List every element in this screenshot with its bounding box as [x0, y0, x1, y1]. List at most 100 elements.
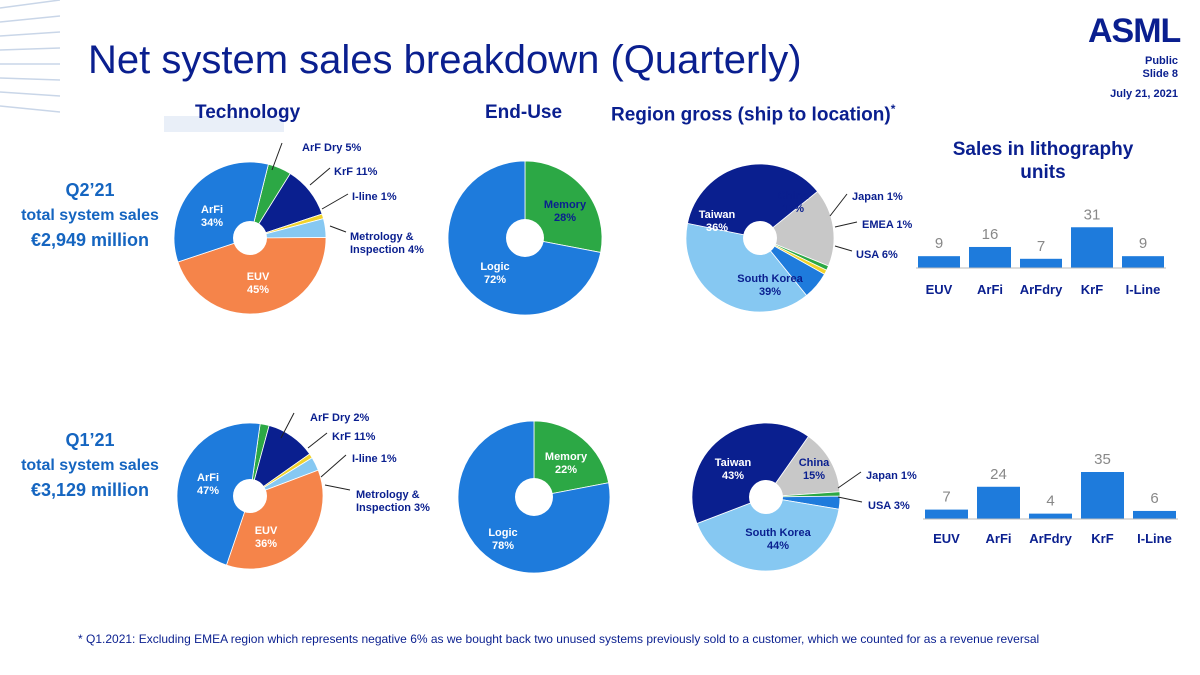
pie-leader-region-gross-ship-to-location-q2-21-usa	[834, 245, 853, 252]
bar-value-sales-in-lithography-units-q2-21-krf: 31	[1084, 206, 1101, 223]
pie-label-technology-q1-21-euv: EUV 36%	[255, 525, 278, 550]
pie-leader-technology-q1-21-metrology-inspection	[324, 484, 351, 491]
pie-leader-region-gross-ship-to-location-q1-21-japan	[837, 471, 862, 489]
pie-leader-technology-q2-21-i-line	[321, 193, 349, 210]
pie-label-end-use-q2-21-memory: Memory 28%	[544, 199, 587, 224]
pie-label-technology-q1-21-arf-dry: ArF Dry 2%	[310, 412, 370, 424]
pie-slice-region-gross-ship-to-location-q1-21-taiwan	[691, 422, 809, 525]
bar-value-sales-in-lithography-units-q1-21-i-line: 6	[1150, 490, 1158, 507]
bar-value-sales-in-lithography-units-q1-21-krf: 35	[1094, 451, 1111, 468]
footnote: * Q1.2021: Excluding EMEA region which r…	[78, 632, 1040, 646]
bar-sales-in-lithography-units-q1-21-krf	[1081, 472, 1124, 519]
pie-hole-region-gross-ship-to-location-q1-21	[749, 480, 783, 514]
decorative-corner-lines	[0, 0, 60, 113]
slide-number: Slide 8	[1142, 68, 1178, 80]
pie-slice-region-gross-ship-to-location-q2-21-south-korea	[685, 222, 808, 313]
pie-leader-technology-q1-21-i-line	[320, 454, 347, 478]
pie-leader-technology-q1-21-krf	[307, 432, 328, 449]
bar-value-sales-in-lithography-units-q1-21-arfdry: 4	[1046, 493, 1054, 510]
pie-slice-end-use-q1-21-memory	[533, 420, 610, 498]
classification-label: Public	[1144, 55, 1178, 67]
pie-hole-end-use-q1-21	[515, 478, 553, 516]
bar-category-sales-in-lithography-units-q2-21-arfi: ArFi	[977, 282, 1003, 297]
pie-leader-technology-q1-21-arf-dry	[280, 412, 295, 439]
bar-sales-in-lithography-units-q1-21-i-line	[1133, 510, 1176, 519]
header-region: Region gross (ship to location)*	[611, 102, 895, 126]
pie-label-region-gross-ship-to-location-q2-21-south-korea: South Korea 39%	[737, 273, 803, 298]
bar-value-sales-in-lithography-units-q1-21-arfi: 24	[990, 466, 1007, 483]
bar-value-sales-in-lithography-units-q1-21-euv: 7	[942, 489, 950, 506]
pie-label-technology-q1-21-i-line: I-line 1%	[352, 453, 397, 465]
bar-sales-in-lithography-units-q2-21-arfi	[969, 246, 1011, 268]
bar-sales-in-lithography-units-q2-21-krf	[1071, 227, 1113, 268]
header-lithography-units: Sales in lithography units	[952, 139, 1134, 183]
pie-hole-technology-q2-21	[233, 221, 267, 255]
bar-category-sales-in-lithography-units-q1-21-i-line: I-Line	[1137, 531, 1172, 546]
header-shadow	[164, 116, 284, 132]
bar-category-sales-in-lithography-units-q2-21-krf: KrF	[1081, 282, 1103, 297]
bar-category-sales-in-lithography-units-q1-21-arfdry: ArFdry	[1029, 531, 1072, 546]
pie-label-region-gross-ship-to-location-q2-21-japan: Japan 1%	[852, 191, 903, 203]
pie-label-region-gross-ship-to-location-q2-21-emea: EMEA 1%	[862, 219, 913, 231]
asml-logo: ASML	[1088, 12, 1181, 50]
slide-title: Net system sales breakdown (Quarterly)	[88, 38, 802, 82]
pie-hole-region-gross-ship-to-location-q2-21	[743, 221, 777, 255]
pie-label-technology-q2-21-metrology-inspection: Metrology & Inspection 4%	[350, 231, 424, 256]
bar-sales-in-lithography-units-q1-21-arfi	[977, 486, 1020, 519]
pie-label-region-gross-ship-to-location-q2-21-taiwan: Taiwan 36%	[699, 209, 736, 234]
header-region-footnote-mark: *	[890, 102, 896, 116]
pie-label-region-gross-ship-to-location-q2-21-china: China 17%	[778, 190, 809, 215]
pie-slice-technology-q1-21-arfi	[176, 422, 261, 566]
pie-leader-region-gross-ship-to-location-q2-21-emea	[834, 221, 858, 228]
bar-category-sales-in-lithography-units-q2-21-i-line: I-Line	[1126, 282, 1161, 297]
pie-hole-technology-q1-21	[233, 479, 267, 513]
pie-hole-end-use-q2-21	[506, 219, 544, 257]
pie-label-technology-q1-21-arfi: ArFi 47%	[197, 472, 219, 497]
pie-leader-technology-q2-21-arf-dry	[271, 142, 283, 171]
bar-category-sales-in-lithography-units-q1-21-krf: KrF	[1091, 531, 1113, 546]
pie-label-end-use-q2-21-logic: Logic 72%	[480, 261, 509, 286]
pie-slice-technology-q1-21-euv	[225, 469, 324, 570]
bar-sales-in-lithography-units-q2-21-arfdry	[1020, 258, 1062, 268]
pie-label-technology-q2-21-arf-dry: ArF Dry 5%	[302, 142, 362, 154]
pie-label-region-gross-ship-to-location-q1-21-taiwan: Taiwan 43%	[715, 457, 752, 482]
pie-slice-region-gross-ship-to-location-q2-21-taiwan	[686, 163, 819, 239]
bar-value-sales-in-lithography-units-q2-21-arfdry: 7	[1037, 238, 1045, 255]
pie-slice-region-gross-ship-to-location-q1-21-china	[765, 435, 841, 498]
pie-slice-end-use-q1-21-logic	[457, 420, 611, 574]
header-end-use: End-Use	[485, 102, 563, 123]
pie-label-region-gross-ship-to-location-q1-21-japan: Japan 1%	[866, 470, 917, 482]
pie-label-technology-q2-21-krf: KrF 11%	[334, 166, 378, 178]
pie-label-technology-q2-21-arfi: ArFi 34%	[201, 204, 223, 229]
pie-label-region-gross-ship-to-location-q1-21-china: China 15%	[799, 457, 830, 482]
pie-slice-end-use-q2-21-memory	[524, 160, 603, 253]
bar-category-sales-in-lithography-units-q2-21-arfdry: ArFdry	[1020, 282, 1063, 297]
pie-label-region-gross-ship-to-location-q1-21-south-korea: South Korea 44%	[745, 527, 811, 552]
q2-sales-label: total system sales	[21, 207, 159, 224]
header-technology: Technology	[195, 102, 301, 123]
q2-sales-total: €2,949 million	[30, 230, 150, 250]
q1-quarter-label: Q1’21	[65, 430, 115, 450]
pie-label-technology-q1-21-krf: KrF 11%	[332, 431, 376, 443]
pie-slice-region-gross-ship-to-location-q2-21-china	[759, 190, 835, 267]
pie-slice-region-gross-ship-to-location-q1-21-south-korea	[696, 496, 840, 572]
pie-leader-technology-q2-21-metrology-inspection	[329, 225, 347, 233]
bar-sales-in-lithography-units-q2-21-i-line	[1122, 256, 1164, 268]
pie-slice-technology-q2-21-euv	[177, 237, 327, 315]
bar-value-sales-in-lithography-units-q2-21-i-line: 9	[1139, 235, 1147, 252]
pie-label-end-use-q1-21-logic: Logic 78%	[488, 527, 517, 552]
q2-quarter-label: Q2’21	[65, 180, 115, 200]
pie-label-technology-q2-21-euv: EUV 45%	[247, 271, 270, 296]
pie-label-region-gross-ship-to-location-q2-21-usa: USA 6%	[856, 249, 898, 261]
bar-sales-in-lithography-units-q1-21-arfdry	[1029, 513, 1072, 519]
bar-sales-in-lithography-units-q2-21-euv	[918, 256, 960, 268]
header-region-text: Region gross (ship to location)	[611, 104, 891, 126]
bar-value-sales-in-lithography-units-q2-21-euv: 9	[935, 235, 943, 252]
pie-label-region-gross-ship-to-location-q1-21-usa: USA 3%	[868, 500, 910, 512]
bar-category-sales-in-lithography-units-q2-21-euv: EUV	[926, 282, 953, 297]
pie-label-end-use-q1-21-memory: Memory 22%	[545, 451, 588, 476]
bar-category-sales-in-lithography-units-q1-21-arfi: ArFi	[986, 531, 1012, 546]
q1-sales-total: €3,129 million	[30, 480, 150, 500]
q1-sales-label: total system sales	[21, 457, 159, 474]
